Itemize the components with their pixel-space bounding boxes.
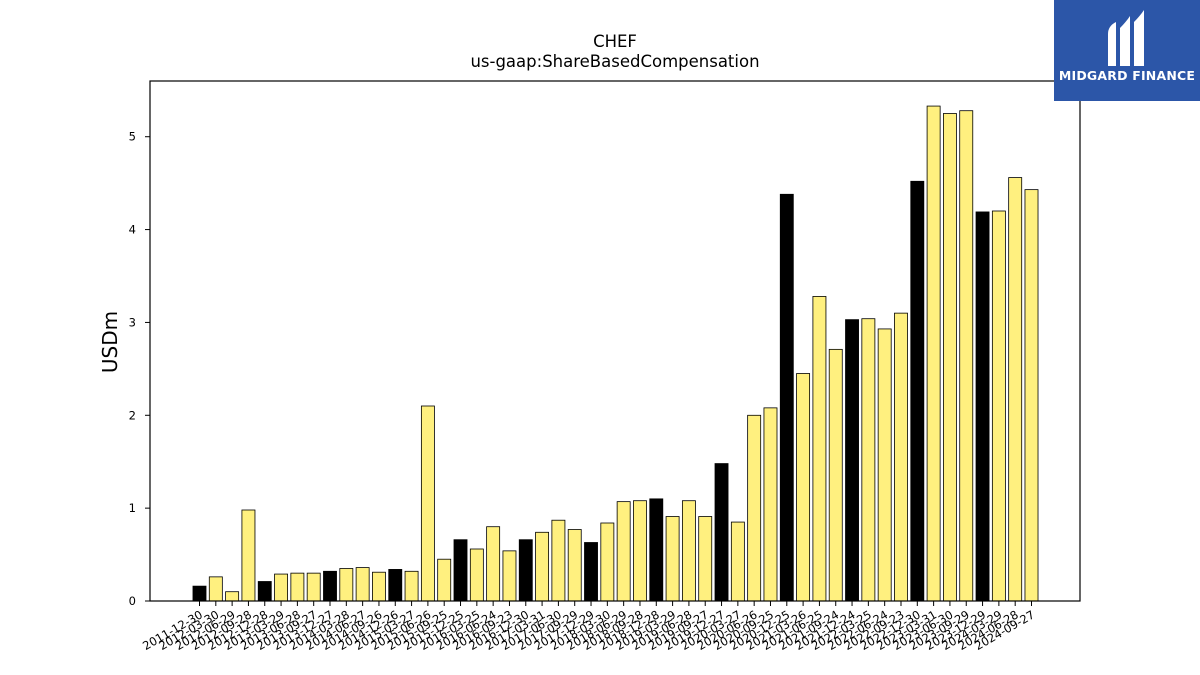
y-axis: 0 1 2 3 4 5 [129,130,150,608]
bar-2018-09-28 [633,500,647,602]
bar-2024-06-28 [1008,177,1023,602]
bar-2019-06-28 [681,500,696,602]
bar-2014-03-28 [339,568,354,602]
y-tick-label: 3 [129,315,136,329]
bar-2022-09-23 [894,312,908,602]
bar-2024-09-27 [1024,189,1039,602]
bar-2022-12-30 [910,180,925,602]
bar-2017-09-29 [567,529,582,602]
y-tick-label: 2 [129,408,136,422]
bar-2013-09-27 [306,572,321,602]
bar-2013-12-27 [323,570,337,602]
bar-2014-09-26 [372,571,386,602]
bar-2017-03-31 [535,531,550,602]
bar-2019-12-27 [714,463,729,602]
bar-2021-03-26 [796,373,811,602]
plot-frame [149,80,1081,602]
y-tick-label: 1 [129,501,136,515]
bar-2018-03-30 [600,522,615,602]
midgard-logo-icon [1108,10,1144,66]
bar-2023-09-29 [959,110,974,602]
brand-name: MIDGARD FINANCE [1058,68,1196,83]
bar-2017-06-30 [551,519,566,602]
bar-2012-09-28 [241,509,256,602]
bar-2016-06-24 [486,526,501,602]
chart-title: CHEF [593,32,637,51]
bar-2020-06-26 [747,414,762,602]
bar-2016-09-23 [502,550,517,602]
bar-2020-09-25 [763,407,778,602]
chart-subtitle: us-gaap:ShareBasedCompensation [470,52,760,71]
bar-2016-12-30 [518,539,533,602]
bar-2022-06-24 [877,328,892,602]
bar-2018-06-29 [616,501,631,602]
bar-2024-03-29 [991,210,1006,602]
bar-2015-03-27 [404,570,419,602]
y-tick-label: 4 [129,223,136,237]
bar-2021-09-24 [828,348,843,602]
bar-2023-06-30 [943,113,957,602]
bar-2012-12-28 [257,581,272,602]
bar-series [192,105,1039,602]
bar-2023-03-31 [926,105,941,602]
bar-2014-12-26 [388,569,403,602]
bar-2013-06-28 [290,572,305,602]
bar-2013-03-29 [274,573,288,602]
bar-2011-12-30 [192,585,207,602]
bar-2012-03-30 [208,576,223,602]
bar-2019-03-29 [665,516,680,602]
bar-2012-06-29 [225,591,240,602]
bar-2015-06-26 [420,405,435,602]
bar-2022-03-25 [861,318,876,602]
bar-2020-12-25 [779,193,794,602]
y-tick-label: 5 [129,130,136,144]
bar-2023-12-29 [975,211,990,602]
x-axis: 2011-12-302012-03-302012-06-292012-09-28… [140,601,1037,653]
brand-logo: MIDGARD FINANCE [1054,0,1200,101]
bar-2020-03-27 [730,521,745,602]
y-tick-label: 0 [129,594,136,608]
bar-2016-03-25 [469,548,484,602]
bar-2015-12-25 [453,539,468,602]
bar-2021-12-24 [845,319,859,602]
bar-2014-06-27 [355,567,370,602]
bar-2015-09-25 [437,558,452,602]
bar-2017-12-29 [584,542,598,602]
bar-2018-12-28 [649,498,664,602]
bar-2019-09-27 [698,516,713,602]
y-axis-label: USDm [98,310,122,374]
bar-2021-06-25 [812,296,827,602]
